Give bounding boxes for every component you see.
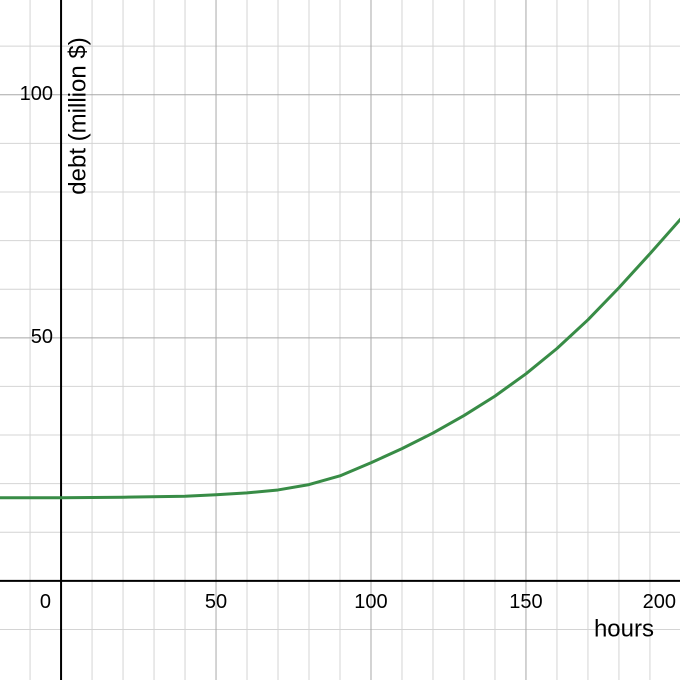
y-axis-label: debt (million $)	[64, 37, 91, 194]
x-tick-label: 100	[354, 591, 387, 613]
y-tick-label: 100	[20, 83, 53, 105]
x-tick-label: 0	[40, 591, 51, 613]
x-tick-label: 200	[643, 591, 676, 613]
x-tick-label: 50	[205, 591, 227, 613]
line	[0, 217, 680, 500]
x-tick-label: 150	[509, 591, 542, 613]
x-axis-label: hours	[594, 615, 654, 642]
y-tick-label: 50	[31, 326, 53, 348]
